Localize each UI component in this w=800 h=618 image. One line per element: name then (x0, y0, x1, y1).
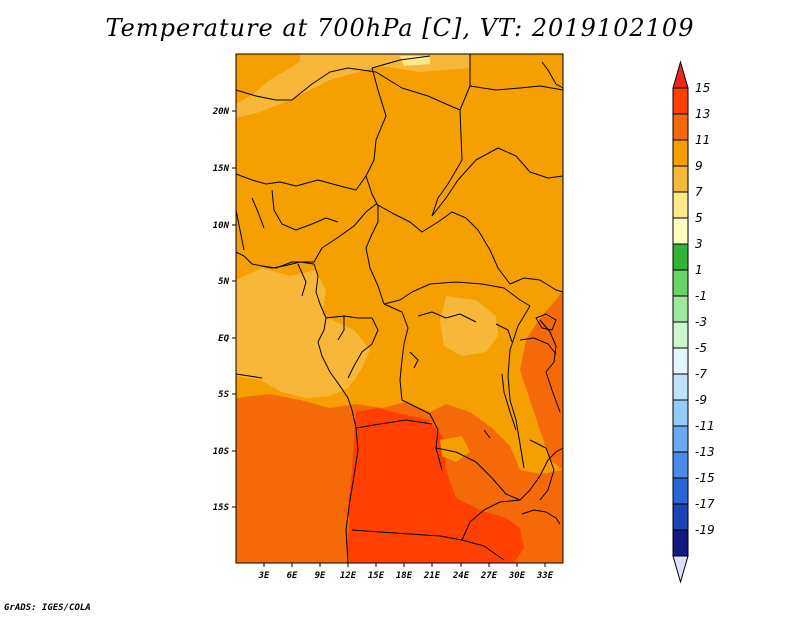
colorbar-segment (672, 269, 689, 297)
colorbar-label: 11 (695, 133, 710, 147)
lat-tick-label: EQ (218, 334, 229, 344)
lat-tick-label: 15S (213, 503, 230, 513)
lat-tick-label: 5S (218, 390, 229, 400)
colorbar-label: -3 (695, 315, 707, 329)
lon-tick-label: 3E (258, 571, 270, 581)
colorbar-segment (672, 87, 689, 115)
colorbar-label: -17 (695, 497, 715, 511)
lat-tick-label: 10S (213, 447, 230, 457)
lon-axis: 3E 6E 9E 12E 15E 18E 21E 24E 27E 30E 33E (258, 563, 554, 581)
lon-tick-label: 30E (508, 571, 526, 581)
colorbar-label: 15 (695, 81, 710, 95)
colorbar-segment (672, 165, 689, 193)
colorbar-label: -1 (695, 289, 707, 303)
colorbar-segment (672, 451, 689, 479)
colorbar-label: 13 (695, 107, 710, 121)
colorbar-label: 9 (695, 159, 703, 173)
colorbar-label: -5 (695, 341, 707, 355)
credit-label: GrADS: IGES/COLA (4, 603, 91, 613)
lat-tick-label: 15N (213, 164, 230, 174)
colorbar-segment (672, 243, 689, 271)
colorbar-segment (672, 477, 689, 505)
colorbar-label: -19 (695, 523, 715, 537)
colorbar-segment (672, 425, 689, 453)
lon-tick-label: 18E (396, 571, 413, 581)
lon-tick-label: 12E (340, 571, 357, 581)
colorbar-label: -15 (695, 471, 715, 485)
lon-tick-label: 24E (452, 571, 470, 581)
colorbar-bottom-arrow (672, 555, 689, 584)
colorbar-segment (672, 347, 689, 375)
colorbar-segment (672, 529, 689, 557)
colorbar-label: -9 (695, 393, 707, 407)
colorbar-top-arrow (672, 60, 689, 89)
colorbar-segment (672, 191, 689, 219)
colorbar-segment (672, 373, 689, 401)
lat-tick-label: 5N (218, 277, 229, 287)
lat-axis: 20N 15N 10N 5N EQ 5S 10S 15S (212, 107, 236, 513)
colorbar-segment (672, 503, 689, 531)
colorbar-segment (672, 295, 689, 323)
lon-tick-label: 33E (536, 571, 554, 581)
colorbar-label: -13 (695, 445, 715, 459)
lon-tick-label: 15E (368, 571, 385, 581)
colorbar: 15 13 11 9 7 5 3 1 -1 -3 -5 -7 -9 -11 -13 -15 -17 -19 (672, 60, 715, 584)
map-panel (235, 53, 564, 564)
lon-tick-label: 6E (287, 571, 298, 581)
map-title: Temperature at 700hPa [C], VT: 201910210… (105, 14, 695, 42)
colorbar-segment (672, 113, 689, 141)
lon-tick-label: 27E (480, 571, 498, 581)
lon-tick-label: 21E (423, 571, 441, 581)
colorbar-segment (672, 321, 689, 349)
lat-tick-label: 20N (212, 107, 230, 117)
colorbar-label: 1 (695, 263, 703, 277)
colorbar-label: 5 (695, 211, 703, 225)
colorbar-label: 7 (695, 185, 703, 199)
lon-tick-label: 9E (315, 571, 326, 581)
colorbar-segment (672, 217, 689, 245)
colorbar-label: -7 (695, 367, 707, 381)
lat-tick-label: 10N (213, 221, 230, 231)
colorbar-segment (672, 139, 689, 167)
colorbar-label: 3 (695, 237, 703, 251)
colorbar-segment (672, 399, 689, 427)
colorbar-label: -11 (695, 419, 715, 433)
